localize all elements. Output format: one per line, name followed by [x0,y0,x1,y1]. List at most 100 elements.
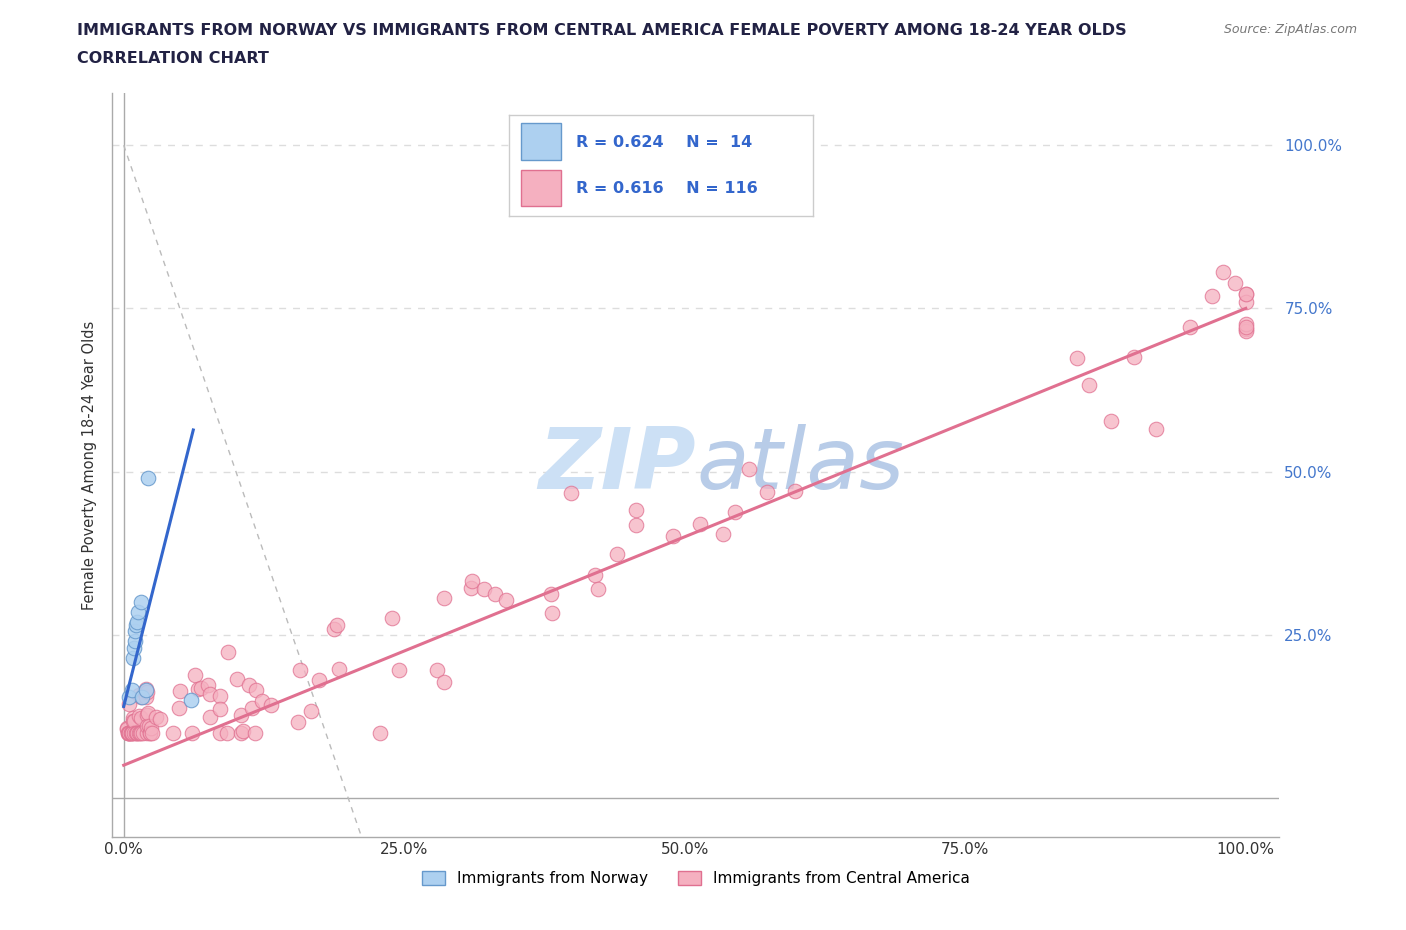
Point [115,722,138,737]
Point [139,725,162,740]
Point [433,591,456,605]
Point [288,662,311,677]
Point [1234,322,1257,337]
Point [118,725,141,740]
Point [252,694,274,709]
Point [495,593,517,608]
Point [1122,350,1144,365]
Point [131,689,153,704]
Point [662,528,685,543]
Point [624,503,647,518]
Point [181,725,204,740]
Text: Source: ZipAtlas.com: Source: ZipAtlas.com [1223,23,1357,36]
Point [125,725,148,740]
Point [1234,324,1257,339]
Point [118,725,141,740]
Point [215,725,238,740]
Point [560,485,582,500]
Point [583,567,606,582]
Point [184,668,207,683]
Point [1099,413,1122,428]
Point [229,707,252,722]
Text: CORRELATION CHART: CORRELATION CHART [77,51,269,66]
Point [139,721,162,736]
Point [299,703,322,718]
Point [245,683,267,698]
Point [1234,286,1257,301]
Point [1234,319,1257,334]
Point [460,580,482,595]
Point [132,684,155,699]
Point [260,698,283,712]
Point [120,725,142,740]
Point [132,725,155,740]
Point [136,725,159,740]
Point [308,672,330,687]
Point [117,725,139,740]
Point [118,725,141,740]
Point [756,485,779,499]
Point [1066,351,1088,365]
Point [541,605,564,620]
Point [122,713,145,728]
Point [368,725,391,740]
Point [124,624,146,639]
Point [187,682,209,697]
Point [169,684,191,698]
Text: atlas: atlas [696,423,904,507]
Point [128,725,150,740]
Point [127,725,149,740]
Point [1234,286,1257,301]
Point [460,574,482,589]
Point [162,725,184,740]
Point [129,711,152,725]
Point [540,587,562,602]
Point [238,678,260,693]
Point [124,633,146,648]
Point [139,725,162,740]
Point [122,640,145,655]
Point [197,678,219,693]
Point [128,708,150,723]
Point [136,719,159,734]
Point [121,650,143,665]
Point [1223,275,1246,290]
Point [1212,265,1234,280]
Point [121,683,143,698]
Point [121,725,143,740]
Text: IMMIGRANTS FROM NORWAY VS IMMIGRANTS FROM CENTRAL AMERICA FEMALE POVERTY AMONG 1: IMMIGRANTS FROM NORWAY VS IMMIGRANTS FRO… [77,23,1128,38]
Point [120,725,142,740]
Text: ZIP: ZIP [538,423,696,507]
Point [180,693,202,708]
Point [136,706,159,721]
Point [217,644,239,659]
Point [115,720,138,735]
Point [229,725,252,740]
Point [124,714,146,729]
Point [1234,316,1257,331]
Point [125,618,148,632]
Point [129,725,152,740]
Point [433,674,456,689]
Point [138,719,160,734]
Point [426,662,449,677]
Point [328,661,350,676]
Point [689,516,711,531]
Point [388,663,411,678]
Point [231,724,253,738]
Point [125,725,148,740]
Point [1144,422,1167,437]
Point [141,725,163,740]
Point [208,689,231,704]
Point [129,594,152,609]
Point [129,725,152,740]
Point [200,710,222,724]
Point [128,688,150,703]
Legend: Immigrants from Norway, Immigrants from Central America: Immigrants from Norway, Immigrants from … [416,865,976,893]
Point [240,701,263,716]
Point [484,587,506,602]
Point [149,711,172,726]
Point [118,697,141,711]
Point [167,700,190,715]
Point [136,684,159,699]
